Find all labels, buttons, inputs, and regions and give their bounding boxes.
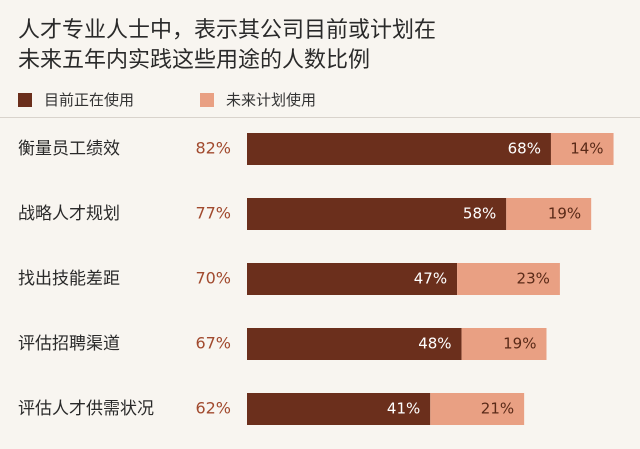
total-percent-label: 70% — [195, 269, 231, 288]
total-percent-label: 62% — [195, 399, 231, 418]
bar-planned-value-label: 21% — [481, 400, 514, 418]
legend-swatch-current — [18, 92, 32, 107]
bar-current-value-label: 58% — [463, 205, 496, 223]
bar-planned — [457, 263, 560, 295]
bar-planned-value-label: 19% — [548, 205, 581, 223]
total-percent-label: 82% — [195, 139, 231, 158]
bar-current — [247, 393, 431, 425]
bar-planned-value-label: 19% — [503, 335, 536, 353]
bar-current-value-label: 48% — [418, 335, 451, 353]
category-label: 衡量员工绩效 — [18, 139, 120, 159]
chart-title-line-2: 未来五年内实践这些用途的人数比例 — [18, 48, 371, 73]
total-percent-label: 77% — [195, 204, 231, 223]
legend-item-current: 目前正在使用 — [18, 89, 134, 110]
bar-planned — [430, 393, 525, 425]
category-label: 评估人才供需状况 — [18, 399, 154, 419]
legend-swatch-planned — [200, 92, 214, 107]
bar-planned-value-label: 14% — [570, 140, 603, 158]
bar-planned — [550, 133, 614, 165]
bar-current-value-label: 68% — [508, 140, 541, 158]
bar-current — [247, 263, 458, 295]
bar-current — [247, 133, 551, 165]
legend-divider — [0, 117, 640, 118]
bar-planned — [506, 198, 592, 230]
bar-planned-value-label: 23% — [517, 270, 550, 288]
bar-current-value-label: 41% — [387, 400, 420, 418]
legend-item-planned: 未来计划使用 — [200, 89, 316, 110]
chart-title-line-1: 人才专业人士中，表示其公司目前或计划在 — [18, 18, 437, 43]
category-label: 战略人才规划 — [18, 204, 120, 224]
category-label: 找出技能差距 — [18, 269, 120, 289]
category-label: 评估招聘渠道 — [18, 334, 120, 354]
legend-label-planned: 未来计划使用 — [226, 91, 317, 109]
bar-planned — [461, 328, 547, 360]
bar-current-value-label: 47% — [414, 270, 447, 288]
legend-label-current: 目前正在使用 — [44, 91, 135, 109]
bar-current — [247, 198, 507, 230]
bar-current — [247, 328, 462, 360]
total-percent-label: 67% — [195, 334, 231, 353]
